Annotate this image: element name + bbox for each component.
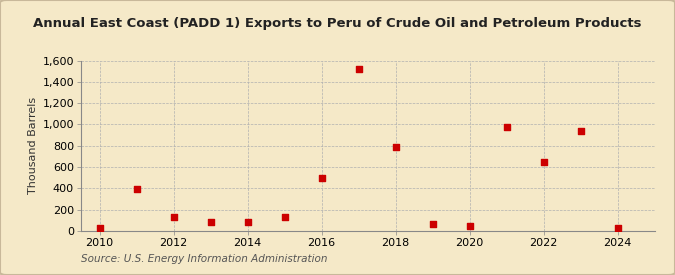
Point xyxy=(168,215,179,219)
Point xyxy=(94,226,105,230)
Text: Annual East Coast (PADD 1) Exports to Peru of Crude Oil and Petroleum Products: Annual East Coast (PADD 1) Exports to Pe… xyxy=(33,16,642,29)
Point xyxy=(427,221,438,226)
Point xyxy=(502,124,512,129)
Point xyxy=(538,160,549,164)
Point xyxy=(575,129,586,133)
Point xyxy=(612,226,623,230)
Text: Source: U.S. Energy Information Administration: Source: U.S. Energy Information Administ… xyxy=(81,254,327,264)
Point xyxy=(464,224,475,228)
Point xyxy=(316,175,327,180)
Point xyxy=(353,67,364,71)
Point xyxy=(131,187,142,192)
Point xyxy=(242,220,253,225)
Point xyxy=(205,220,216,225)
Point xyxy=(390,145,401,149)
Point xyxy=(279,215,290,219)
Y-axis label: Thousand Barrels: Thousand Barrels xyxy=(28,97,38,194)
